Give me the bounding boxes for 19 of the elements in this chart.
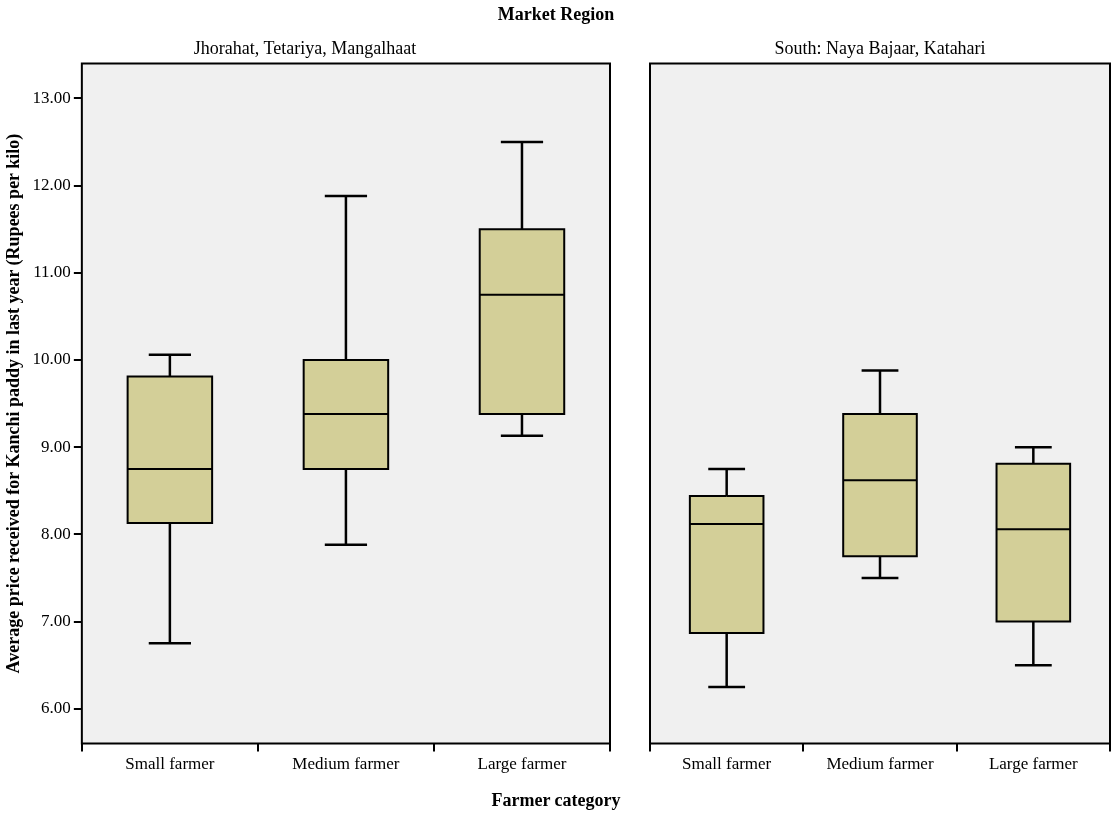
chart-title: South: Naya Bajaar, Katahari bbox=[774, 37, 986, 58]
y-axis-title: Average price received for Kanchi paddy in last year (Rupees per kilo) bbox=[3, 133, 25, 674]
chart-title: Jhorahat, Tetariya, Mangalhaat bbox=[193, 37, 417, 58]
x-tick-label: Small farmer bbox=[125, 754, 215, 774]
x-axis-title: Farmer category bbox=[490, 790, 622, 811]
y-tick-label: 11.00 bbox=[33, 262, 71, 282]
y-tick-label: 8.00 bbox=[41, 523, 71, 543]
y-tick-label: 13.00 bbox=[32, 87, 71, 107]
x-tick-label: Large farmer bbox=[477, 754, 567, 774]
x-tick-label: Large farmer bbox=[988, 754, 1079, 774]
x-tick-label: Medium farmer bbox=[826, 754, 934, 774]
text: Market Region bbox=[496, 4, 616, 25]
y-tick-label: 6.00 bbox=[41, 698, 71, 718]
y-tick-label: 7.00 bbox=[41, 611, 71, 631]
y-tick-label: 10.00 bbox=[32, 349, 71, 369]
y-tick-label: 12.00 bbox=[32, 175, 71, 195]
x-tick-label: Small farmer bbox=[682, 754, 772, 774]
x-tick-label: Medium farmer bbox=[292, 754, 400, 774]
y-tick-label: 9.00 bbox=[41, 436, 71, 456]
